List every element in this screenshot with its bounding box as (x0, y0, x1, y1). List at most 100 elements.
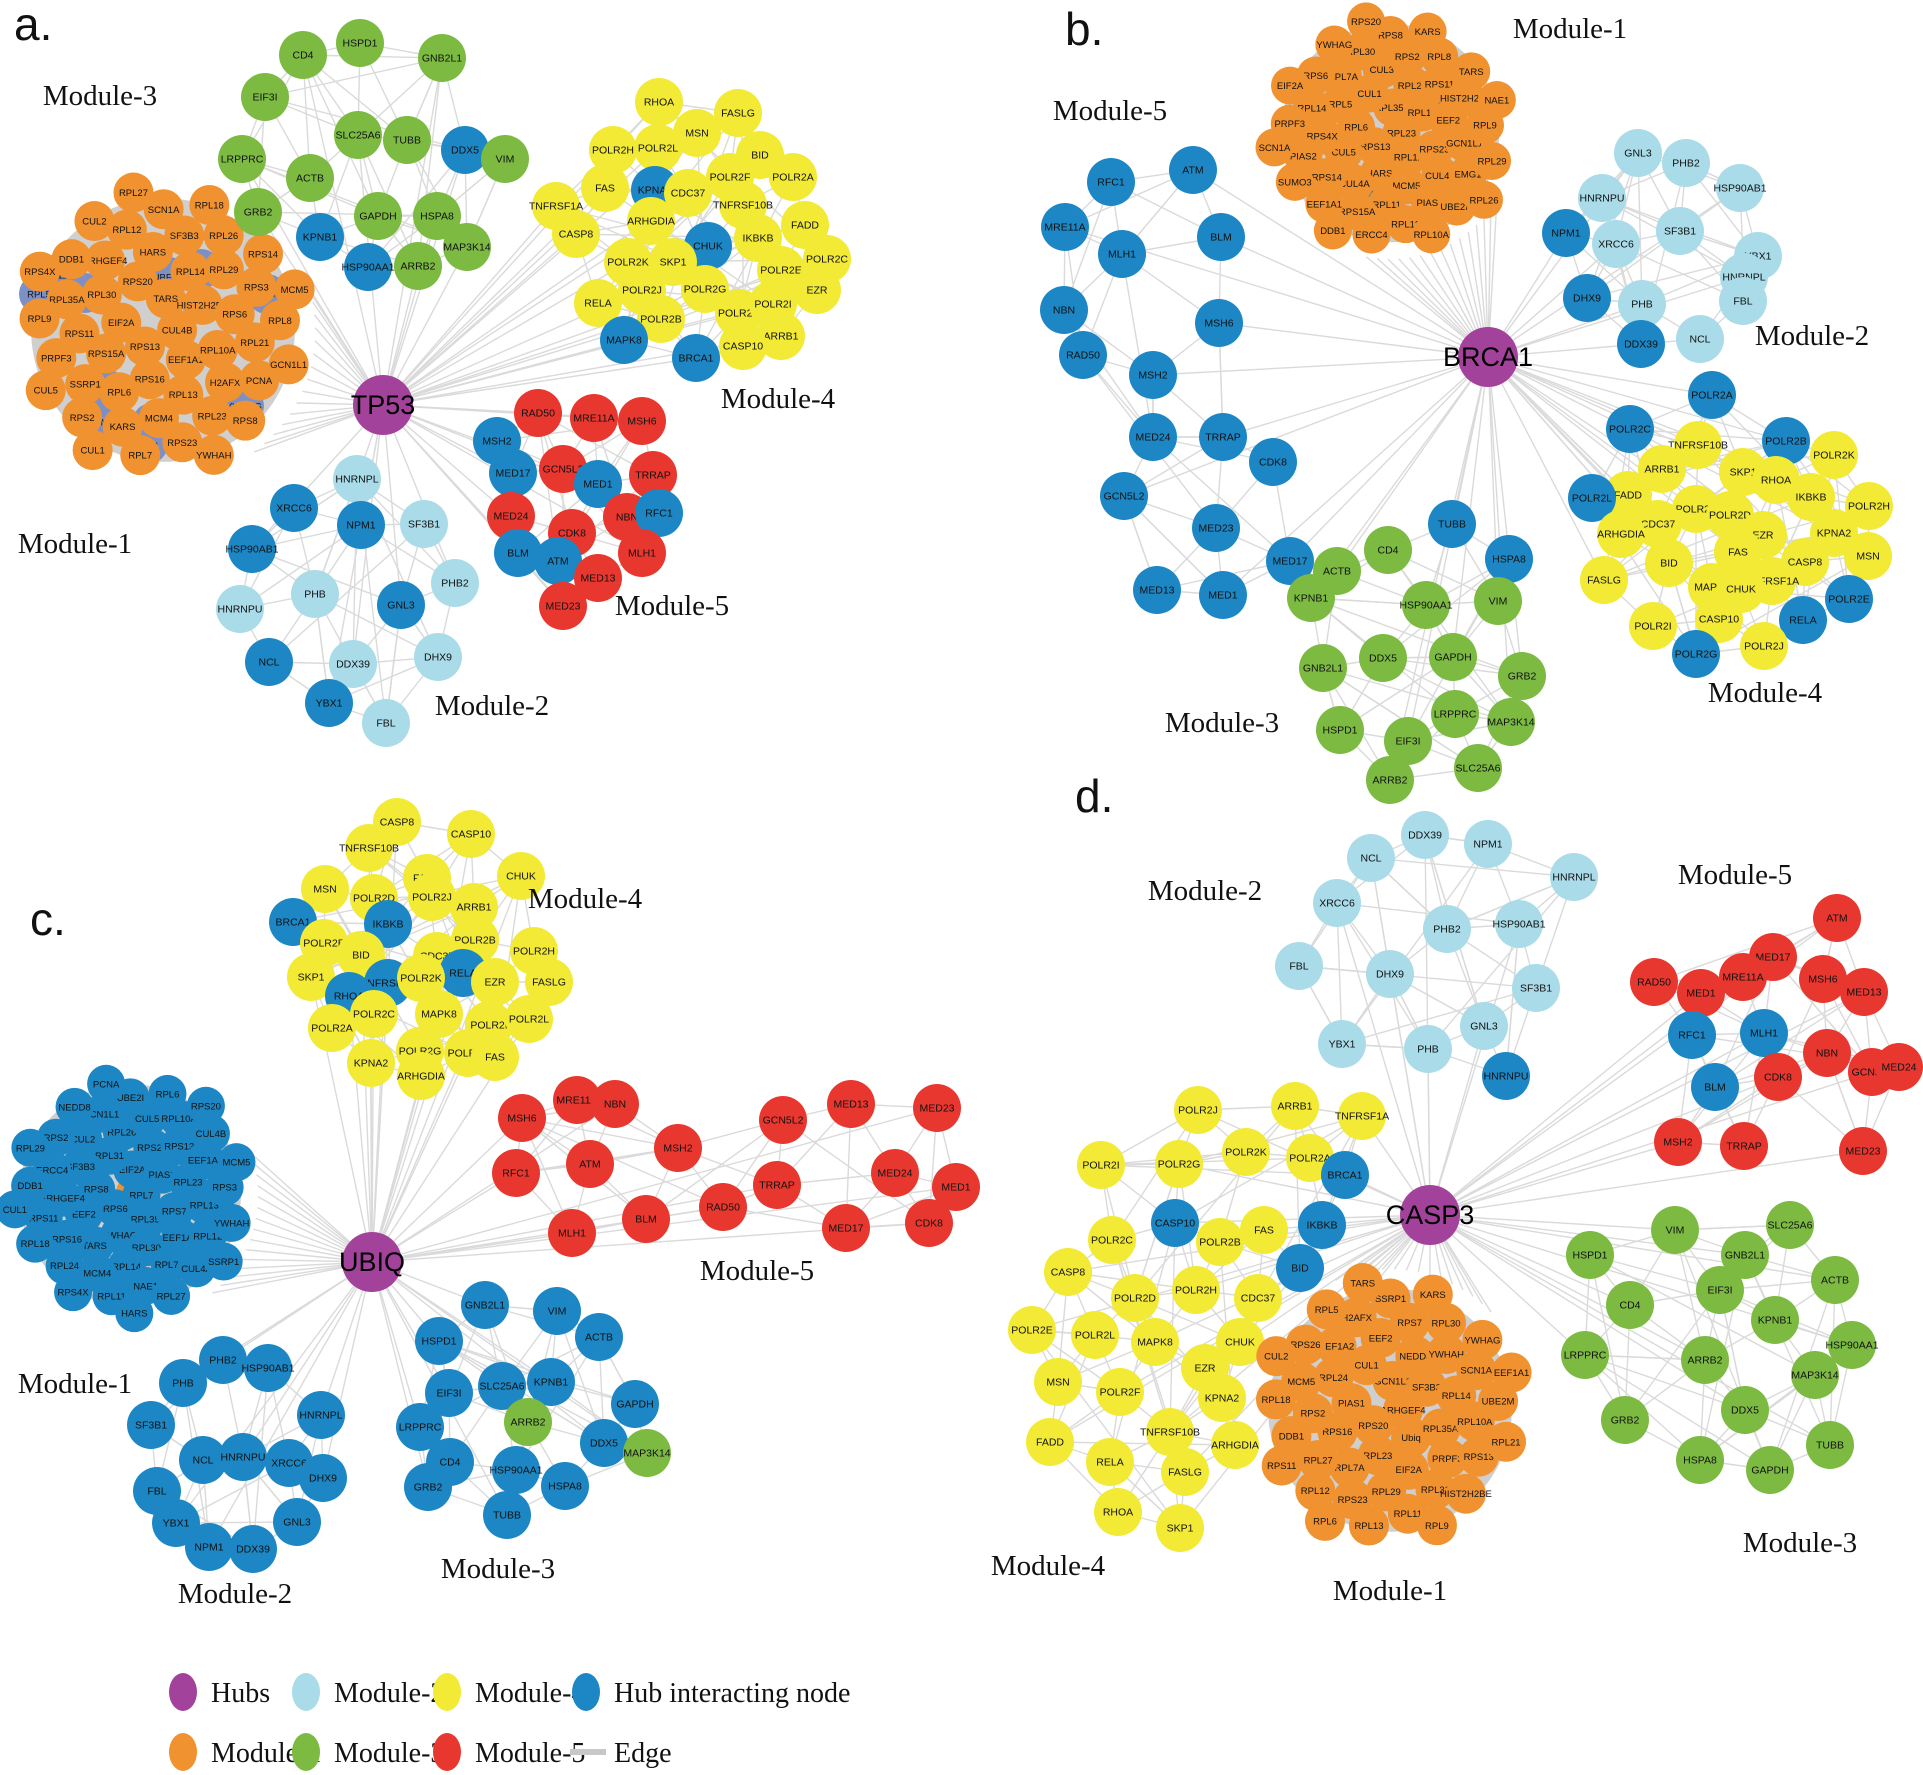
node-RHOA[interactable]: RHOA (635, 78, 683, 126)
node-PHB2[interactable]: PHB2 (199, 1336, 247, 1384)
node-RPS14[interactable]: RPS14 (243, 234, 284, 275)
hub-UBIQ[interactable]: UBIQ (339, 1232, 405, 1292)
node-RPL6[interactable]: RPL6 (148, 1074, 187, 1113)
node-HNRNPU[interactable]: HNRNPU (1578, 174, 1626, 222)
node-MLH1[interactable]: MLH1 (1098, 230, 1146, 278)
node-FAS[interactable]: FAS (1240, 1206, 1288, 1254)
node-FAS[interactable]: FAS (471, 1033, 519, 1081)
node-KPNA2[interactable]: KPNA2 (347, 1039, 395, 1087)
node-FASLG[interactable]: FASLG (1161, 1448, 1209, 1496)
node-MAP3K14[interactable]: MAP3K14 (1487, 698, 1535, 746)
node-RAD50[interactable]: RAD50 (1630, 958, 1678, 1006)
node-HSPA8[interactable]: HSPA8 (541, 1462, 589, 1510)
node-XRCC6[interactable]: XRCC6 (270, 484, 318, 532)
node-MED1[interactable]: MED1 (1677, 969, 1725, 1017)
node-GCN5L2[interactable]: GCN5L2 (759, 1096, 807, 1144)
node-PHB[interactable]: PHB (291, 570, 339, 618)
node-DDX5[interactable]: DDX5 (441, 126, 489, 174)
node-TRRAP[interactable]: TRRAP (1720, 1122, 1768, 1170)
node-POLR2A[interactable]: POLR2A (769, 153, 817, 201)
node-EEF1A1[interactable]: EEF1A1 (1491, 1352, 1532, 1393)
node-HSPD1[interactable]: HSPD1 (415, 1317, 463, 1365)
node-SKP1[interactable]: SKP1 (1156, 1504, 1204, 1552)
node-GRB2[interactable]: GRB2 (234, 188, 282, 236)
node-MAP3K14[interactable]: MAP3K14 (443, 223, 491, 271)
node-NEDD8[interactable]: NEDD8 (55, 1087, 94, 1126)
node-GCN5L2[interactable]: GCN5L2 (1100, 472, 1148, 520)
node-CASP10[interactable]: CASP10 (447, 810, 495, 858)
node-SCN1A[interactable]: SCN1A (1255, 128, 1294, 167)
node-MED17[interactable]: MED17 (489, 449, 537, 497)
node-MSH2[interactable]: MSH2 (654, 1124, 702, 1172)
node-VIM[interactable]: VIM (1474, 577, 1522, 625)
node-DDX39[interactable]: DDX39 (1617, 320, 1665, 368)
node-GNL3[interactable]: GNL3 (377, 581, 425, 629)
node-RPL10A[interactable]: RPL10A (1412, 215, 1451, 254)
node-PHB[interactable]: PHB (1404, 1025, 1452, 1073)
node-YWHAG[interactable]: YWHAG (1315, 25, 1354, 64)
node-DDX39[interactable]: DDX39 (1401, 811, 1449, 859)
node-BLM[interactable]: BLM (494, 529, 542, 577)
node-PCNA[interactable]: PCNA (87, 1064, 126, 1103)
node-POLR2J[interactable]: POLR2J (408, 873, 456, 921)
node-POLR2G[interactable]: POLR2G (1155, 1140, 1203, 1188)
node-RPL27[interactable]: RPL27 (152, 1277, 191, 1316)
node-NBN[interactable]: NBN (591, 1080, 639, 1128)
node-TUBB[interactable]: TUBB (1806, 1421, 1854, 1469)
node-MSH6[interactable]: MSH6 (618, 397, 666, 445)
node-MED23[interactable]: MED23 (1839, 1127, 1887, 1175)
node-VIM[interactable]: VIM (533, 1287, 581, 1335)
node-NPM1[interactable]: NPM1 (185, 1523, 233, 1571)
node-GNB2L1[interactable]: GNB2L1 (1299, 644, 1347, 692)
node-SF3B1[interactable]: SF3B1 (1512, 964, 1560, 1012)
node-EIF3I[interactable]: EIF3I (241, 73, 289, 121)
node-GRB2[interactable]: GRB2 (1601, 1396, 1649, 1444)
node-RPL18[interactable]: RPL18 (189, 185, 230, 226)
node-CDK8[interactable]: CDK8 (905, 1199, 953, 1247)
node-CASP10[interactable]: CASP10 (719, 322, 767, 370)
node-RAD50[interactable]: RAD50 (1059, 331, 1107, 379)
node-ACTB[interactable]: ACTB (1811, 1256, 1859, 1304)
node-RPL27[interactable]: RPL27 (113, 172, 154, 213)
node-ARRB2[interactable]: ARRB2 (1366, 756, 1414, 804)
node-NCL[interactable]: NCL (1347, 834, 1395, 882)
node-RPL5[interactable]: RPL5 (1306, 1289, 1347, 1330)
node-NPM1[interactable]: NPM1 (1464, 820, 1512, 868)
node-RFC1[interactable]: RFC1 (492, 1149, 540, 1197)
node-SUMO3[interactable]: SUMO3 (1275, 162, 1314, 201)
node-RPL6[interactable]: RPL6 (99, 372, 140, 413)
node-CUL1[interactable]: CUL1 (72, 430, 113, 471)
node-BLM[interactable]: BLM (622, 1195, 670, 1243)
node-RFC1[interactable]: RFC1 (1668, 1011, 1716, 1059)
node-HSPD1[interactable]: HSPD1 (1566, 1231, 1614, 1279)
node-SLC25A6[interactable]: SLC25A6 (1766, 1201, 1814, 1249)
node-RPL29[interactable]: RPL29 (11, 1128, 50, 1167)
node-KARS[interactable]: KARS (1408, 12, 1447, 51)
node-MSN[interactable]: MSN (1844, 532, 1892, 580)
node-ARRB1[interactable]: ARRB1 (1271, 1082, 1319, 1130)
node-MSH2[interactable]: MSH2 (1654, 1118, 1702, 1166)
hub-TP53[interactable]: TP53 (351, 375, 416, 435)
node-FASLG[interactable]: FASLG (1580, 556, 1628, 604)
node-TRRAP[interactable]: TRRAP (753, 1161, 801, 1209)
node-BID[interactable]: BID (1276, 1244, 1324, 1292)
node-MLH1[interactable]: MLH1 (548, 1209, 596, 1257)
node-ERCC4[interactable]: ERCC4 (1352, 215, 1391, 254)
node-EZR[interactable]: EZR (793, 266, 841, 314)
node-KPNA2[interactable]: KPNA2 (1198, 1374, 1246, 1422)
node-POLR2C[interactable]: POLR2C (350, 990, 398, 1038)
node-POLR2B[interactable]: POLR2B (1196, 1218, 1244, 1266)
node-RPL9[interactable]: RPL9 (1416, 1505, 1457, 1546)
node-MCM5[interactable]: MCM5 (274, 269, 315, 310)
node-MED1[interactable]: MED1 (1199, 571, 1247, 619)
node-YWHAH[interactable]: YWHAH (212, 1203, 251, 1242)
node-POLR2E[interactable]: POLR2E (1008, 1306, 1056, 1354)
node-MED24[interactable]: MED24 (871, 1149, 919, 1197)
node-MED24[interactable]: MED24 (1129, 413, 1177, 461)
node-MED13[interactable]: MED13 (1840, 968, 1888, 1016)
node-RPL18[interactable]: RPL18 (1255, 1379, 1296, 1420)
node-GNL3[interactable]: GNL3 (1614, 129, 1662, 177)
node-MSH6[interactable]: MSH6 (1799, 955, 1847, 1003)
node-RELA[interactable]: RELA (1779, 596, 1827, 644)
node-NCL[interactable]: NCL (1676, 315, 1724, 363)
